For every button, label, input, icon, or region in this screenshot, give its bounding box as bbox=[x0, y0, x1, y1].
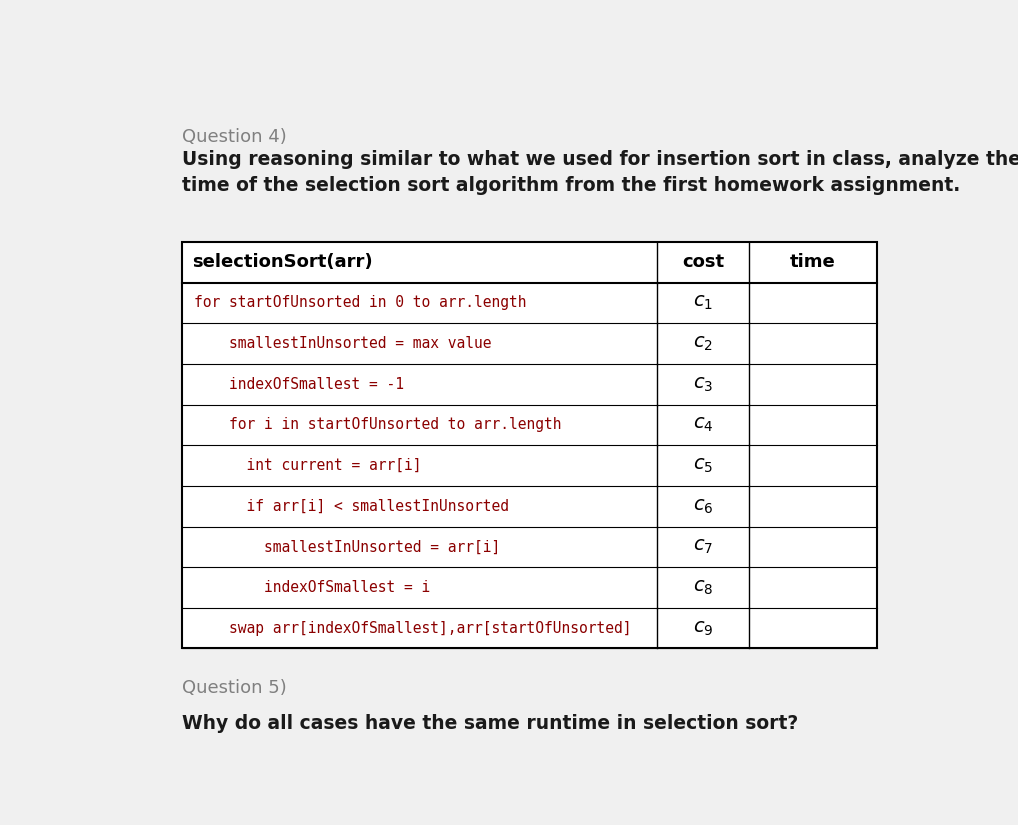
Text: Why do all cases have the same runtime in selection sort?: Why do all cases have the same runtime i… bbox=[182, 714, 799, 733]
Text: $c_{2}$: $c_{2}$ bbox=[693, 334, 714, 353]
Text: smallestInUnsorted = arr[i]: smallestInUnsorted = arr[i] bbox=[194, 540, 501, 554]
Text: selectionSort(arr): selectionSort(arr) bbox=[192, 253, 373, 271]
Text: int current = arr[i]: int current = arr[i] bbox=[194, 458, 421, 473]
Text: Using reasoning similar to what we used for insertion sort in class, analyze the: Using reasoning similar to what we used … bbox=[182, 150, 1018, 196]
Text: $c_{8}$: $c_{8}$ bbox=[693, 578, 714, 597]
Text: $c_{3}$: $c_{3}$ bbox=[693, 375, 714, 394]
Text: $c_{9}$: $c_{9}$ bbox=[693, 619, 714, 638]
Text: $c_{4}$: $c_{4}$ bbox=[693, 415, 714, 435]
Text: swap arr[indexOfSmallest],arr[startOfUnsorted]: swap arr[indexOfSmallest],arr[startOfUns… bbox=[194, 620, 632, 636]
Text: time: time bbox=[790, 253, 836, 271]
Text: $c_{6}$: $c_{6}$ bbox=[693, 497, 714, 516]
Text: $c_{1}$: $c_{1}$ bbox=[693, 294, 714, 313]
Bar bbox=[182, 242, 876, 648]
Text: indexOfSmallest = i: indexOfSmallest = i bbox=[194, 580, 431, 595]
Text: for i in startOfUnsorted to arr.length: for i in startOfUnsorted to arr.length bbox=[194, 417, 562, 432]
Text: for startOfUnsorted in 0 to arr.length: for startOfUnsorted in 0 to arr.length bbox=[194, 295, 526, 310]
Text: $c_{7}$: $c_{7}$ bbox=[693, 537, 714, 556]
Text: $c_{5}$: $c_{5}$ bbox=[693, 456, 714, 475]
Text: cost: cost bbox=[682, 253, 724, 271]
Text: indexOfSmallest = -1: indexOfSmallest = -1 bbox=[194, 377, 404, 392]
Text: Question 4): Question 4) bbox=[182, 128, 287, 145]
Text: Question 5): Question 5) bbox=[182, 679, 287, 697]
Text: if arr[i] < smallestInUnsorted: if arr[i] < smallestInUnsorted bbox=[194, 498, 509, 514]
Text: smallestInUnsorted = max value: smallestInUnsorted = max value bbox=[194, 336, 492, 351]
